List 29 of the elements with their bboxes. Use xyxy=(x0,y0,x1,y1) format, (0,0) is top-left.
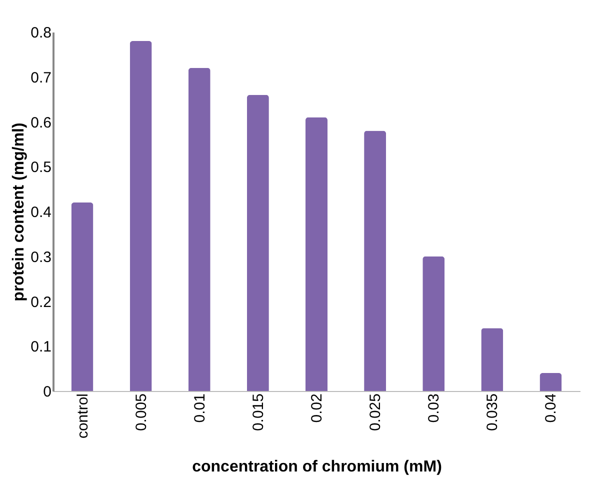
y-tick-label: 0 xyxy=(43,384,52,400)
x-tick-label: 0.04 xyxy=(542,394,560,423)
y-axis-title: protein content (mg/ml) xyxy=(10,122,28,302)
bar xyxy=(71,202,94,391)
x-tick-label: 0.02 xyxy=(308,394,326,423)
x-axis-title: concentration of chromium (mM) xyxy=(192,458,442,476)
x-tick-label: 0.015 xyxy=(250,394,267,432)
x-tick-label: 0.03 xyxy=(426,394,443,423)
x-tick-label: control xyxy=(74,394,92,439)
y-tick-label: 0.8 xyxy=(30,24,52,42)
bar xyxy=(130,40,152,391)
x-tick-label: 0.01 xyxy=(191,394,208,423)
y-tick-label: 0.4 xyxy=(30,204,52,221)
bar xyxy=(188,68,210,391)
y-tick-label: 0.6 xyxy=(30,114,52,132)
y-tick-label: 0.3 xyxy=(30,248,52,266)
bar xyxy=(246,94,269,391)
bar xyxy=(306,117,328,391)
y-tick-label: 0.7 xyxy=(30,69,52,86)
y-tick-label: 0.5 xyxy=(30,159,52,176)
bar xyxy=(364,130,386,391)
x-tick-label: 0.035 xyxy=(484,394,502,432)
bar xyxy=(540,373,562,391)
x-tick-label: 0.005 xyxy=(132,394,150,432)
y-tick-label: 0.2 xyxy=(30,294,52,311)
x-tick-label: 0.025 xyxy=(367,394,384,432)
bar xyxy=(422,256,445,391)
y-tick-label: 0.1 xyxy=(30,338,52,356)
bar xyxy=(481,328,504,391)
